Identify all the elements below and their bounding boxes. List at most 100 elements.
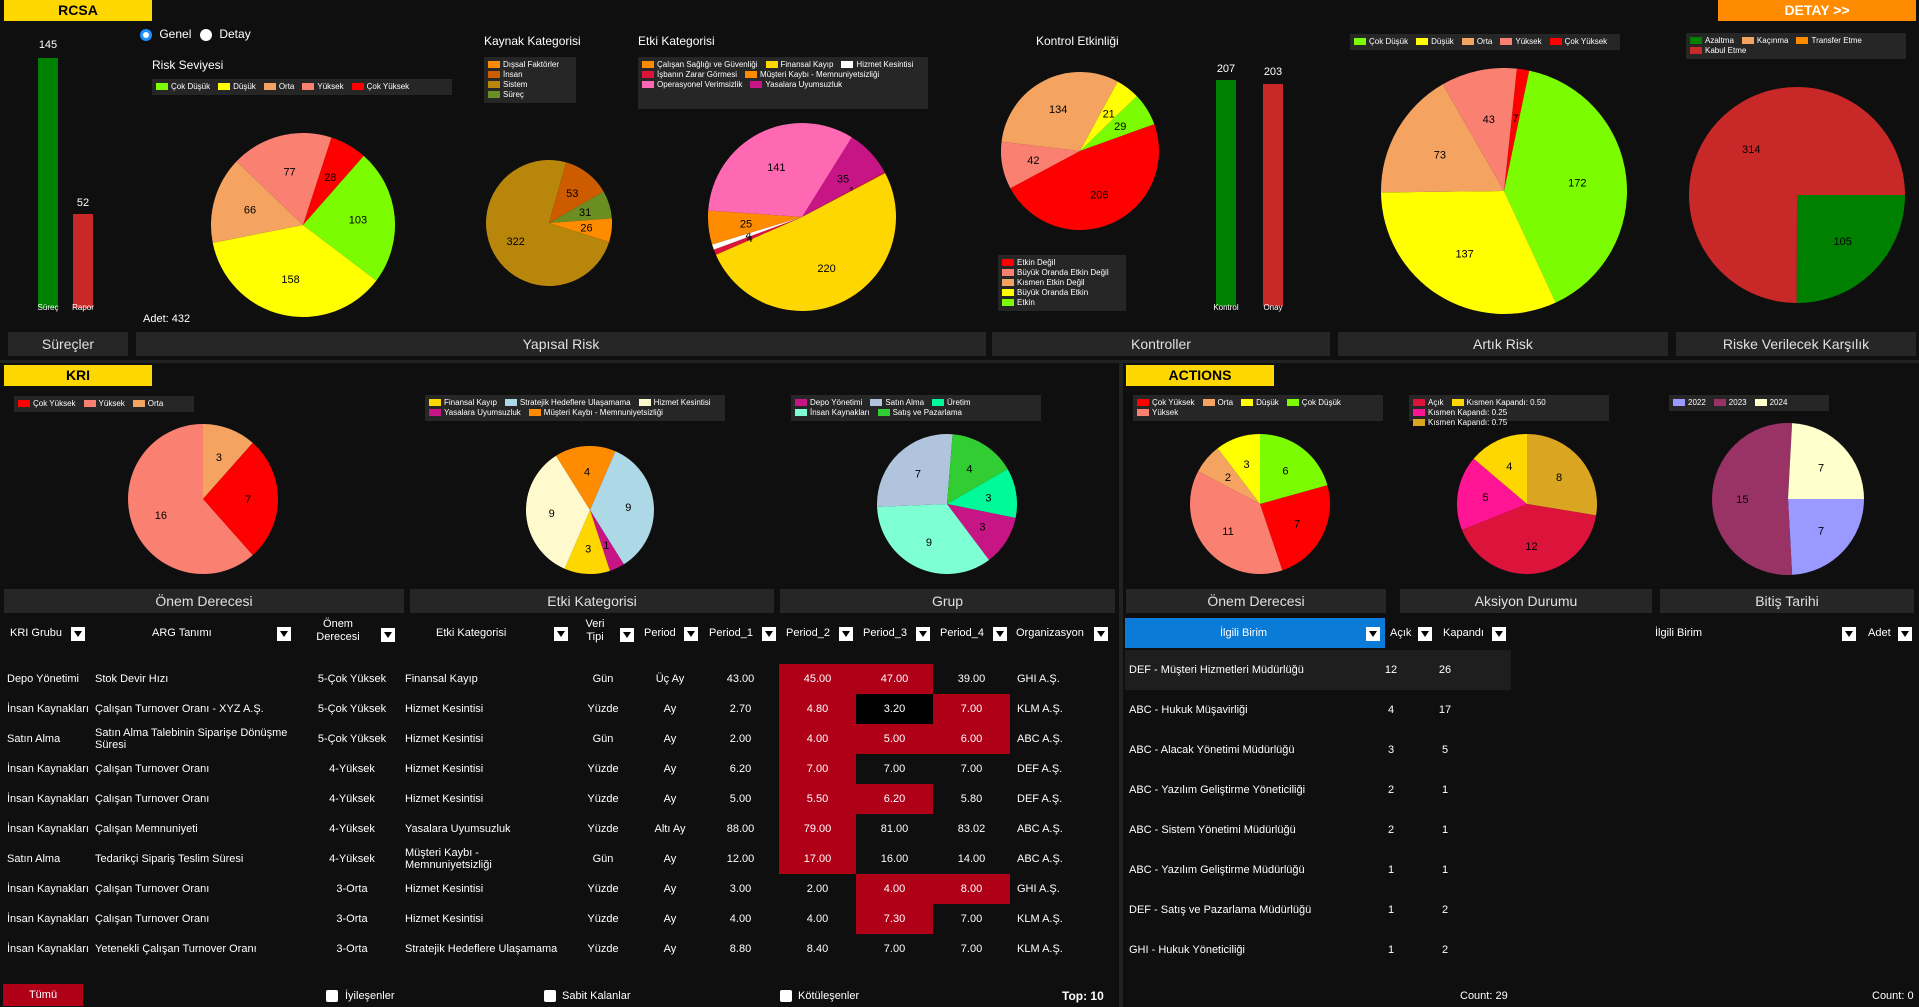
pie-slice[interactable] [590,510,624,571]
legend-item[interactable]: Üretim [932,398,971,408]
pie-slice[interactable] [1010,124,1159,230]
legend-item[interactable]: 2024 [1754,398,1787,408]
chevron-down-icon[interactable] [1492,627,1506,641]
legend-item[interactable]: Müşteri Kaybı - Memnuniyetsizliği [528,408,663,418]
th-org[interactable]: Organizasyon [1016,627,1108,641]
table-row[interactable]: ABC - Sistem Yönetimi Müdürlüğü 2 1 [1125,810,1511,850]
acik-header[interactable]: Açık [1390,627,1412,639]
table-row[interactable]: ABC - Hukuk Müşavirliği 4 17 [1125,690,1511,730]
birim-header-bar[interactable] [1125,618,1385,648]
legend-item[interactable]: Çok Yüksek [1137,398,1195,408]
legend-item[interactable]: Süreç [488,90,564,100]
pie-slice[interactable] [1788,423,1864,499]
pie-slice[interactable] [549,218,612,242]
pie-slice[interactable] [1712,423,1793,575]
pie-slice[interactable] [715,173,896,311]
radio-detay-icon[interactable] [200,28,212,41]
pie-slice[interactable] [1381,191,1556,314]
pie-slice[interactable] [203,424,253,499]
table-row[interactable]: DEF - Müşteri Hizmetleri Müdürlüğü 12 26 [1125,650,1511,690]
pie-slice[interactable] [590,451,654,565]
pie-slice[interactable] [1442,68,1517,191]
legend-item[interactable]: Orta [132,399,163,409]
legend-item[interactable]: Yasalara Uyumsuzluk [750,80,842,90]
legend-item[interactable]: Kısmen Kapandı: 0.25 [1413,408,1507,418]
legend-item[interactable]: Düşük [218,82,256,92]
pie-slice[interactable] [1689,87,1905,303]
pie-slice[interactable] [708,123,852,217]
th-p1[interactable]: Period_1 [709,627,776,641]
th-period[interactable]: Period [644,627,698,641]
pie-slice[interactable] [203,442,278,556]
legend-item[interactable]: İnsan Kaynakları [795,408,870,418]
legend-item[interactable]: Çok Düşük [1354,37,1408,47]
legend-item[interactable]: Orta [1202,398,1233,408]
legend-item[interactable]: Düşük [1416,37,1454,47]
tumu-button[interactable]: Tümü [3,984,83,1006]
pie-slice[interactable] [526,455,590,569]
th-p4[interactable]: Period_4 [940,627,1007,641]
legend-item[interactable]: İşbanın Zarar Görmesi [642,70,737,80]
chevron-down-icon[interactable] [1094,627,1108,641]
legend-item[interactable]: Kısmen Kapandı: 0.75 [1413,418,1507,428]
pie-slice[interactable] [1796,195,1905,303]
radio-genel[interactable]: Genel [140,27,191,41]
table-row[interactable]: ABC - Yazılım Geliştirme Yöneticiliği 2 1 [1125,770,1511,810]
legend-item[interactable]: Çok Düşük [156,82,210,92]
legend-item[interactable]: Yasalara Uyumsuzluk [429,408,521,418]
th-arg[interactable]: ARG Tanımı [152,627,291,641]
pie-slice[interactable] [211,161,303,243]
chevron-down-icon[interactable] [762,627,776,641]
chevron-down-icon[interactable] [71,627,85,641]
legend-item[interactable]: Transfer Etme [1796,36,1862,46]
pie-slice[interactable] [1461,504,1597,574]
legend-item[interactable]: Kısmen Etkin Değil [1002,278,1114,288]
pie-slice[interactable] [1473,434,1527,504]
detay-button[interactable]: DETAY >> [1718,0,1916,21]
sabit-checkbox[interactable] [544,990,556,1002]
table-row[interactable]: GHI - Hukuk Yöneticiliği 1 2 [1125,930,1511,970]
chevron-down-icon[interactable] [1418,627,1432,641]
legend-item[interactable]: Müşteri Kaybı - Memnuniyetsizliği [745,70,879,80]
legend-item[interactable]: Yüksek [83,399,125,409]
legend-item[interactable]: Çalışan Sağlığı ve Güvenliği [642,60,758,70]
pie-slice[interactable] [1788,499,1864,575]
legend-item[interactable]: Hizmet Kesintisi [841,60,913,70]
legend-item[interactable]: İnsan [488,70,564,80]
pie-slice[interactable] [236,133,332,225]
legend-item[interactable]: Orta [1461,37,1492,47]
legend-item[interactable]: Finansal Kayıp [765,60,833,70]
pie-slice[interactable] [1504,68,1530,191]
table-row[interactable]: DEF - Satış ve Pazarlama Müdürlüğü 1 2 [1125,890,1511,930]
pie-slice[interactable] [713,217,802,255]
pie-slice[interactable] [128,424,253,574]
pie-slice[interactable] [947,504,1016,560]
legend-item[interactable]: Büyük Oranda Etkin [1002,288,1114,298]
legend-item[interactable]: Yüksek [1500,37,1542,47]
pie-slice[interactable] [1504,70,1627,303]
pie-slice[interactable] [802,171,886,217]
pie-slice[interactable] [303,155,395,281]
pie-slice[interactable] [712,217,802,250]
pie-slice[interactable] [708,210,802,245]
legend-item[interactable]: Dışsal Faktörler [488,60,564,70]
pie-slice[interactable] [486,160,610,286]
legend-item[interactable]: Çok Yüksek [1549,37,1607,47]
pie-slice[interactable] [947,469,1017,519]
legend-item[interactable]: Operasyonel Verimsizlik [642,80,742,90]
adet-header[interactable]: Adet [1868,627,1891,639]
table-row[interactable]: ABC - Alacak Yönetimi Müdürlüğü 3 5 [1125,730,1511,770]
legend-item[interactable]: Satın Alma [870,398,924,408]
pie-slice[interactable] [1527,434,1597,516]
pie-slice[interactable] [564,510,610,574]
pie-slice[interactable] [1001,72,1118,151]
radio-genel-icon[interactable] [140,28,152,41]
legend-item[interactable]: Çok Yüksek [351,82,409,92]
th-onem[interactable]: Önem Derecesi [313,618,395,644]
legend-item[interactable]: Azaltma [1690,36,1734,46]
legend-item[interactable]: Hizmet Kesintisi [638,398,711,408]
pie-slice[interactable] [549,162,604,223]
pie-slice[interactable] [1381,84,1504,193]
legend-item[interactable]: Düşük [1241,398,1279,408]
legend-item[interactable]: Orta [263,82,294,92]
